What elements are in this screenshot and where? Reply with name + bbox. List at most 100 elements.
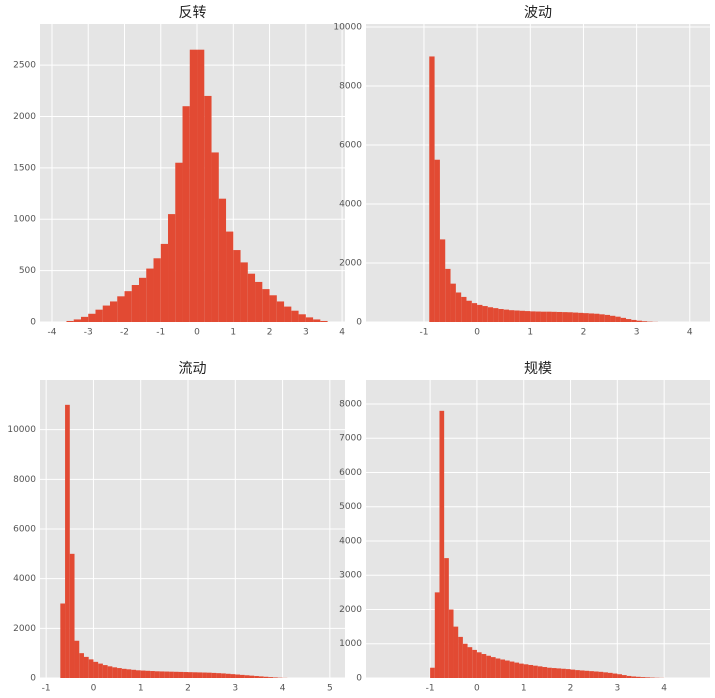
histogram-bar: [567, 312, 573, 322]
histogram-bar: [561, 668, 566, 678]
histogram-bar: [211, 152, 219, 322]
histogram-bar: [159, 671, 165, 678]
histogram-bar: [636, 676, 641, 678]
x-tick-label: 3: [232, 684, 238, 694]
histogram-bar: [112, 667, 118, 678]
histogram-bar: [146, 268, 154, 322]
histogram-bar: [69, 553, 75, 678]
histogram-bar: [556, 668, 562, 678]
histogram-bar: [204, 95, 212, 323]
histogram-bar: [461, 296, 467, 322]
histogram-bar: [505, 660, 510, 678]
x-tick-label: 1: [230, 328, 236, 338]
histogram-bar: [258, 676, 264, 678]
x-tick-label: -1: [426, 684, 435, 694]
histogram-bar: [233, 250, 241, 322]
histogram-bar: [575, 670, 580, 678]
y-tick-label: 1500: [13, 163, 36, 173]
histogram-bar: [490, 657, 496, 678]
histogram-bar: [448, 609, 454, 678]
x-tick-label: -1: [419, 328, 428, 338]
histogram-bar: [493, 308, 499, 322]
histogram-bar: [458, 636, 463, 678]
x-tick-label: 3: [634, 328, 640, 338]
histogram-bar: [98, 663, 103, 678]
x-tick-label: 4: [661, 684, 667, 694]
histogram-bar: [102, 665, 108, 678]
histogram-bar: [117, 296, 125, 322]
histogram-bar: [625, 319, 632, 322]
histogram-bar: [313, 319, 321, 322]
y-tick-label: 4000: [339, 199, 362, 209]
y-tick-label: 6000: [339, 468, 362, 478]
y-tick-label: 0: [356, 318, 362, 328]
histogram-bar: [284, 306, 292, 322]
histogram-bar: [178, 671, 184, 678]
histogram-bar: [102, 305, 110, 322]
histogram-bar: [572, 312, 579, 322]
x-tick-label: -3: [84, 328, 93, 338]
x-tick-label: -1: [156, 328, 165, 338]
histogram-bar: [434, 592, 440, 678]
y-tick-label: 2500: [13, 61, 36, 71]
histogram-bar: [579, 670, 585, 678]
histogram-bar: [168, 214, 176, 322]
histogram-bar: [126, 669, 132, 678]
histogram-bar: [173, 671, 179, 678]
histogram-bar: [240, 674, 245, 678]
histogram-bar: [244, 675, 250, 678]
histogram-bar: [169, 671, 174, 678]
histogram-bar: [603, 672, 608, 678]
histogram-bar: [535, 311, 541, 322]
x-tick-label: 2: [267, 328, 273, 338]
histogram-bar: [429, 56, 435, 322]
histogram-bar: [131, 669, 136, 678]
histogram-bar: [537, 666, 543, 678]
x-tick-label: -4: [47, 328, 56, 338]
histogram-bar: [117, 668, 122, 678]
histogram-bar: [528, 664, 534, 678]
histogram-bar: [640, 677, 646, 678]
y-tick-label: 4000: [13, 574, 36, 584]
histogram-bar: [183, 672, 189, 678]
histogram-bar: [584, 670, 590, 678]
histogram-bar: [530, 311, 536, 322]
y-tick-label: 7000: [339, 434, 362, 444]
histogram-bar: [298, 314, 306, 322]
x-tick-label: 4: [280, 684, 286, 694]
histogram-bar: [189, 49, 198, 322]
histogram-bar: [593, 671, 599, 678]
histogram-bar: [556, 311, 563, 322]
histogram-bar: [439, 410, 445, 678]
histogram-bar: [150, 671, 155, 678]
histogram-bar: [202, 672, 207, 678]
histogram-bar: [498, 309, 504, 322]
histogram-bar: [453, 626, 459, 678]
histogram-bar: [60, 603, 66, 678]
histogram-bar: [562, 312, 568, 322]
histogram-bar: [599, 314, 605, 322]
x-tick-label: 5: [327, 684, 333, 694]
histogram-bar: [154, 671, 160, 678]
histogram-bar: [620, 317, 626, 322]
histogram-bar: [467, 647, 473, 678]
histogram-bar: [153, 258, 161, 322]
chart-title: 规模: [524, 361, 552, 377]
histogram-bar: [540, 311, 547, 322]
x-tick-label: 0: [91, 684, 97, 694]
histogram-bar: [197, 672, 203, 678]
histogram-bar: [472, 649, 477, 678]
chart-title: 反转: [179, 5, 207, 21]
histogram-bar: [95, 309, 103, 322]
histogram-bar: [486, 655, 491, 678]
histogram-bar: [466, 300, 472, 322]
histogram-bar: [192, 672, 198, 678]
x-tick-label: 1: [138, 684, 144, 694]
histogram-bar: [482, 306, 488, 322]
histogram-bar: [197, 49, 205, 322]
histogram-bar: [145, 670, 151, 678]
histogram-bar: [519, 663, 524, 678]
histogram-bar: [578, 312, 584, 322]
y-tick-label: 1000: [339, 639, 362, 649]
x-tick-label: 0: [474, 328, 480, 338]
